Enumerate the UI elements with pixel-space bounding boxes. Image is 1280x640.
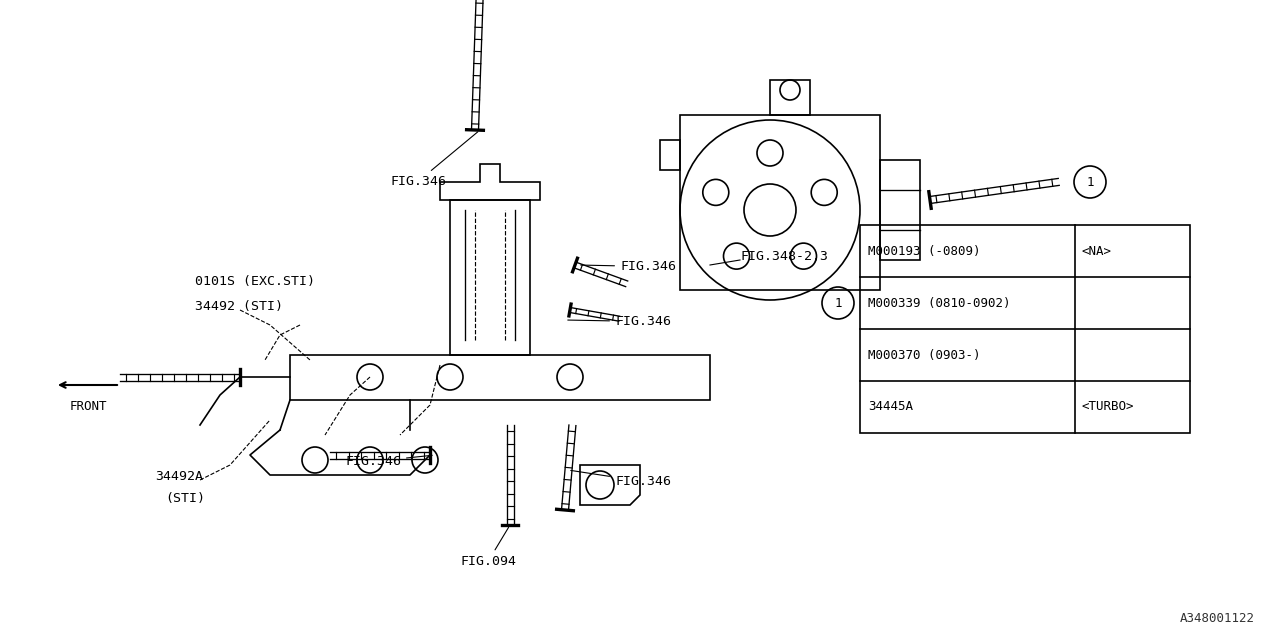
Text: (STI): (STI): [165, 492, 205, 505]
Text: 34492 (STI): 34492 (STI): [195, 300, 283, 313]
Text: A348001122: A348001122: [1180, 612, 1254, 625]
Text: FIG.346: FIG.346: [581, 260, 676, 273]
Text: M000339 (0810-0902): M000339 (0810-0902): [868, 296, 1010, 310]
Text: FIG.346: FIG.346: [571, 470, 671, 488]
Text: 34492A: 34492A: [155, 470, 204, 483]
Text: FIG.346: FIG.346: [390, 132, 477, 188]
Text: 1: 1: [1087, 175, 1093, 189]
Text: <TURBO>: <TURBO>: [1082, 401, 1134, 413]
Text: 34445A: 34445A: [868, 401, 913, 413]
Text: FRONT: FRONT: [69, 400, 106, 413]
Text: FIG.346: FIG.346: [568, 315, 671, 328]
Text: M000193 (-0809): M000193 (-0809): [868, 244, 980, 257]
Bar: [860, 225, 1190, 433]
Text: FIG.348-2,3: FIG.348-2,3: [740, 250, 828, 263]
Text: 1: 1: [835, 296, 842, 310]
Text: M000370 (0903-): M000370 (0903-): [868, 349, 980, 362]
Text: <NA>: <NA>: [1082, 244, 1111, 257]
Text: FIG.094: FIG.094: [460, 527, 516, 568]
Text: 0101S (EXC.STI): 0101S (EXC.STI): [195, 275, 315, 288]
Text: FIG.346: FIG.346: [346, 455, 433, 468]
